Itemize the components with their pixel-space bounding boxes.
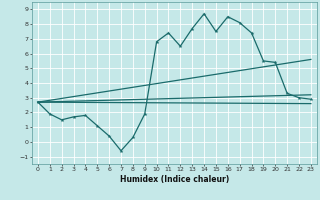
X-axis label: Humidex (Indice chaleur): Humidex (Indice chaleur) [120, 175, 229, 184]
